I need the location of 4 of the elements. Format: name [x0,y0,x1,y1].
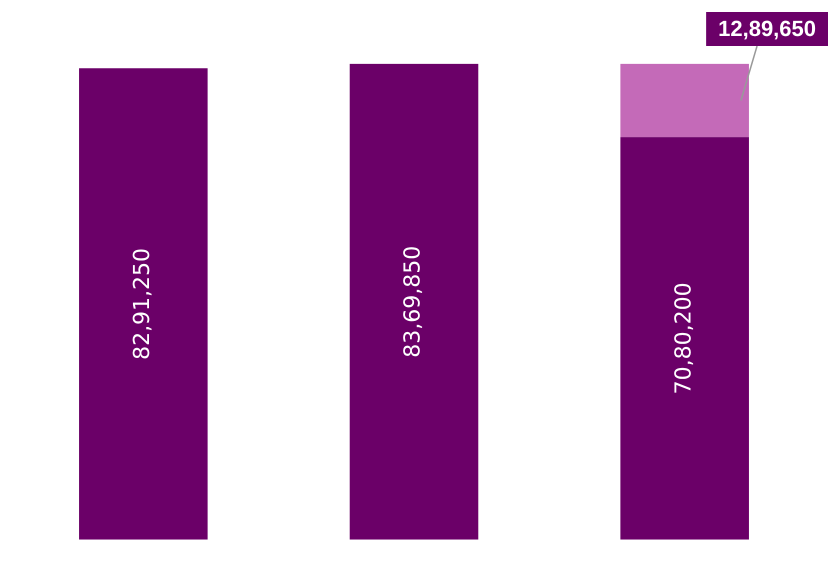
data-label: 12,89,650 [718,16,816,42]
data-label: 83,69,850 [400,246,426,358]
data-label: 82,91,250 [130,248,156,360]
data-label: 70,80,200 [671,282,696,394]
